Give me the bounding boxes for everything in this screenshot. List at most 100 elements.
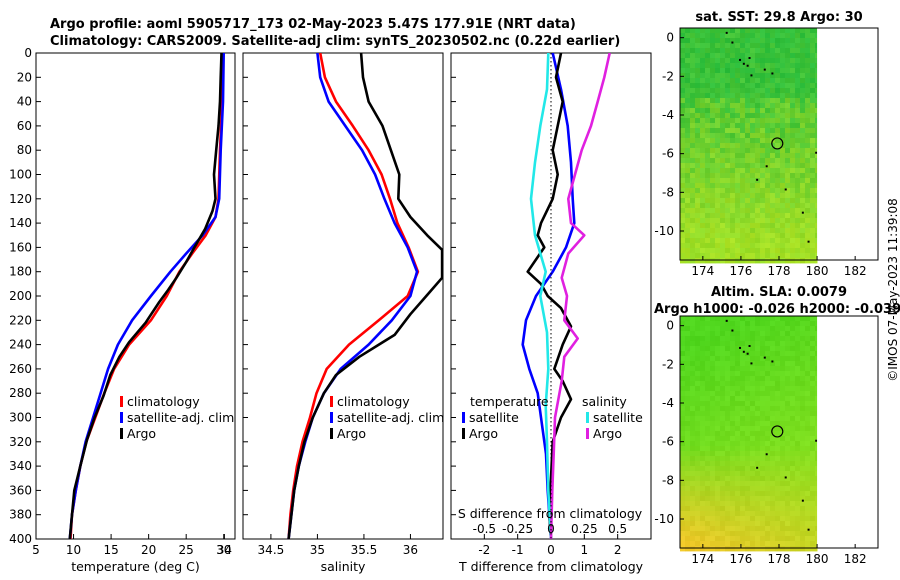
- legend-label: satellite: [469, 410, 519, 425]
- y-tick-label: 0: [24, 46, 32, 60]
- legend-swatch: [120, 428, 123, 439]
- y-tick-label: 280: [9, 386, 32, 400]
- y-tick-label: 0: [666, 31, 674, 45]
- difference-panel: -2 -1 0 1 2 T difference from climatology S di…: [450, 52, 652, 574]
- salinity-x-axis-label: salinity: [321, 559, 366, 574]
- x-tick-label: 0: [547, 543, 555, 557]
- series-line-s-satellite: [529, 53, 553, 539]
- x-tick-label: 174: [691, 552, 714, 566]
- y-tick-label: 260: [9, 362, 32, 376]
- temperature-panel: 0 20 40 60 80 100 120 140 160 180 200 220 240 260 280 3…: [9, 46, 236, 574]
- x-tick-label: -2: [478, 543, 490, 557]
- x-tick-label: 176: [729, 264, 752, 278]
- legend-swatch: [120, 396, 123, 407]
- sst_map-heatmap-cells: [680, 28, 818, 264]
- sst_map-island-markers: [725, 31, 818, 243]
- series-line-climatology: [287, 53, 420, 539]
- y-tick-label: 360: [9, 483, 32, 497]
- legend-swatch: [120, 412, 123, 423]
- sla_map-island-markers: [725, 319, 818, 531]
- s-tick-label: 0.5: [608, 522, 627, 536]
- x-tick-label: 176: [729, 552, 752, 566]
- legend-label: satellite: [593, 410, 643, 425]
- series-line-argo: [287, 53, 443, 539]
- argo-position-marker: [771, 425, 784, 438]
- y-tick-label: 160: [9, 240, 32, 254]
- salinity-panel: 34 34.5 35 35.5 36 salinity climatologysatelli…: [217, 52, 444, 574]
- y-tick-label: 220: [9, 313, 32, 327]
- y-tick-label: -8: [662, 185, 674, 199]
- series-line-t-satellite: [521, 53, 576, 539]
- sla-map-panel: 174 176 178 180 182 0 -2 -4 -6 -8 -10 Altim. SLA: 0…: [654, 285, 900, 566]
- x-tick-label: 10: [66, 543, 81, 557]
- x-tick-label: 178: [768, 552, 791, 566]
- legend-swatch: [330, 428, 333, 439]
- legend-label: satellite-adj. clim: [127, 410, 234, 425]
- y-tick-label: -6: [662, 435, 674, 449]
- legend-swatch: [586, 428, 589, 439]
- legend-swatch: [330, 396, 333, 407]
- x-tick-label: 2: [614, 543, 622, 557]
- legend-temperature-title: temperature: [470, 394, 549, 409]
- difference-s-axis-label: S difference from climatology: [458, 506, 643, 521]
- y-tick-label: -2: [662, 69, 674, 83]
- x-tick-label: 178: [768, 264, 791, 278]
- y-tick-label: 180: [9, 265, 32, 279]
- legend-label: Argo: [593, 426, 622, 441]
- legend-label: Argo: [127, 426, 156, 441]
- series-line-s-argo: [549, 53, 611, 539]
- temperature-plot-frame: [35, 52, 236, 540]
- s-tick-label: 0.25: [571, 522, 598, 536]
- x-tick-label: -1: [512, 543, 524, 557]
- y-tick-label: 40: [17, 95, 32, 109]
- sla_map-no-data-area: [817, 316, 878, 548]
- legend-label: satellite-adj. clim: [337, 410, 444, 425]
- y-tick-label: -2: [662, 357, 674, 371]
- sst-map-title: sat. SST: 29.8 Argo: 30: [695, 10, 862, 25]
- y-tick-label: 240: [9, 338, 32, 352]
- y-tick-label: 340: [9, 459, 32, 473]
- temperature-x-axis-label: temperature (deg C): [71, 559, 200, 574]
- y-tick-label: 0: [666, 319, 674, 333]
- y-tick-label: 200: [9, 289, 32, 303]
- legend-swatch: [330, 412, 333, 423]
- x-tick-label: 15: [103, 543, 118, 557]
- s-tick-label: 0: [547, 522, 555, 536]
- y-tick-label: 300: [9, 411, 32, 425]
- legend-swatch: [462, 412, 465, 423]
- y-tick-label: 20: [17, 70, 32, 84]
- legend-label: climatology: [337, 394, 410, 409]
- x-tick-label: 174: [691, 264, 714, 278]
- legend-swatch: [586, 412, 589, 423]
- sst_map-no-data-area: [817, 28, 878, 260]
- x-tick-label: 182: [844, 552, 867, 566]
- y-tick-label: -10: [654, 512, 674, 526]
- figure-title-line1: Argo profile: aoml 5905717_173 02-May-20…: [50, 17, 576, 32]
- argo-position-marker: [771, 137, 784, 150]
- sst-map-panel: 174 176 178 180 182 0 -2 -4 -6 -8 -10 sat. SST: 29.…: [654, 10, 879, 278]
- legend-label: Argo: [469, 426, 498, 441]
- x-tick-label: 1: [581, 543, 589, 557]
- y-tick-label: -10: [654, 224, 674, 238]
- legend-label: Argo: [337, 426, 366, 441]
- series-line-t-argo: [526, 53, 573, 539]
- y-tick-label: 320: [9, 435, 32, 449]
- legend-salinity-title: salinity: [582, 394, 627, 409]
- s-tick-label: -0.5: [473, 522, 496, 536]
- x-tick-label: 180: [806, 552, 829, 566]
- legend-label: climatology: [127, 394, 200, 409]
- x-tick-label: 35: [310, 543, 325, 557]
- y-tick-label: 380: [9, 508, 32, 522]
- x-tick-label: 36: [403, 543, 418, 557]
- x-tick-label: 20: [141, 543, 156, 557]
- timestamp-stamp: ©IMOS 07-May-2023 11:39:08: [886, 198, 900, 382]
- y-tick-label: 100: [9, 168, 32, 182]
- difference-x-axis-label: T difference from climatology: [458, 559, 644, 574]
- x-tick-label: 25: [179, 543, 194, 557]
- x-tick-label: 5: [32, 543, 40, 557]
- sla-map-title-line2: Argo h1000: -0.026 h2000: -0.039: [654, 302, 900, 317]
- salinity-plot-frame: [242, 52, 444, 540]
- y-tick-label: -8: [662, 473, 674, 487]
- y-tick-label: 120: [9, 192, 32, 206]
